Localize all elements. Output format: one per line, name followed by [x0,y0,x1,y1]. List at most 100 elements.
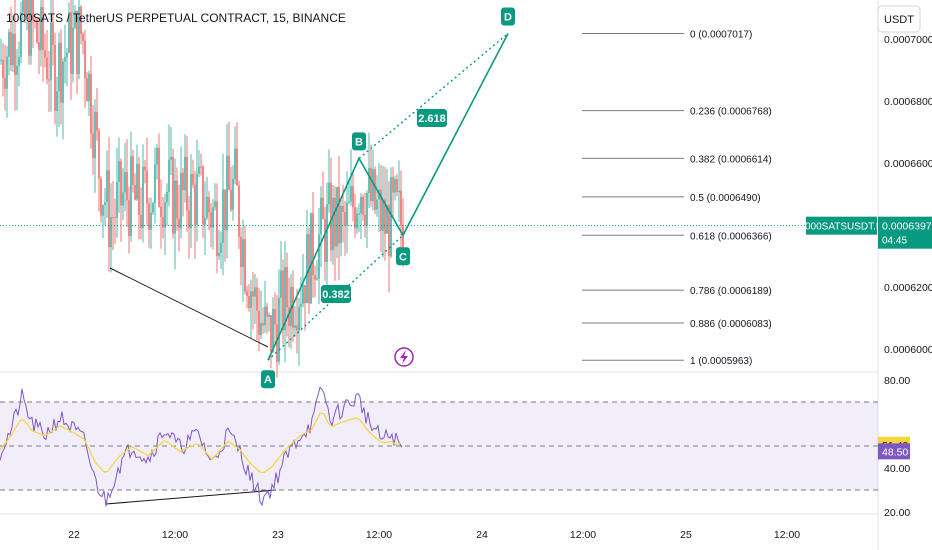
drawings[interactable]: A B C D 0.382 2.618 [0,7,878,505]
candle-body [48,79,50,81]
rsi-tick-label: 80.00 [884,375,910,387]
candle-body [184,156,186,191]
candle-body [192,173,194,185]
candle-body [318,234,320,279]
candle-body [284,267,286,331]
candle-body [306,234,308,304]
candle-body [42,7,44,51]
candle-body [28,0,30,56]
candle-body [98,130,100,179]
candle-body [372,169,374,202]
candle-body [374,169,376,210]
candle-body [90,73,92,134]
rsi-value-tag: 48.50 [878,443,910,460]
candle-body [124,171,126,193]
candle-body [0,59,2,61]
candle-body [176,180,178,219]
candle-body [204,217,206,225]
svg-text:04:45: 04:45 [882,236,907,247]
candle-body [138,163,140,215]
lightning-icon[interactable] [394,347,414,367]
candle-body [194,184,196,225]
candle-body [72,27,74,74]
candle-body [16,65,18,75]
candle-body [94,111,96,159]
candle-body [80,6,82,35]
candle-body [300,303,302,307]
point-label-b: B [352,132,366,151]
candle-body [118,161,120,183]
candle-body [128,200,130,236]
candle-body [84,41,86,79]
candle-body [44,50,46,58]
candle-body [226,155,228,231]
candle-body [364,214,366,226]
point-label-d: D [501,7,515,26]
fib-level-label: 0.5 (0.0006490) [690,193,761,204]
candle-body [188,210,190,229]
candle-body [106,170,108,203]
candle-body [60,42,62,103]
candle-body [54,44,56,112]
candle-body [230,189,232,210]
candle-body [322,197,324,219]
candle-body [210,212,212,228]
candle-body [148,203,150,230]
candle-body [142,166,144,228]
svg-text:0.382: 0.382 [322,289,350,301]
candle-body [360,197,362,214]
candle-body [104,202,106,206]
svg-text:48.50: 48.50 [882,446,908,458]
candle-body [224,189,226,231]
fib-level-label: 0 (0.0007017) [690,29,752,40]
candle-body [166,191,168,203]
candle-body [144,166,146,171]
candle-body [200,166,202,168]
candle-body [280,270,282,298]
candle-body [242,239,244,267]
fib-level-label: 0.236 (0.0006768) [690,107,772,118]
candle-body [18,56,20,66]
candle-body [190,173,192,229]
time-tick-label: 12:00 [774,529,800,541]
currency-button[interactable]: USDT [877,5,921,33]
rsi-band [0,402,878,490]
fib-retracement[interactable]: 0 (0.0007017) 0.236 (0.0006768) 0.382 (0.0… [582,29,772,367]
candle-body [108,170,110,248]
candle-body [362,197,364,215]
candle-body [398,190,400,192]
candle-body [2,59,4,78]
candle-body [22,0,24,13]
candle-body [178,218,180,229]
candle-body [96,111,98,131]
candle-body [236,148,238,186]
time-tick-label: 25 [680,529,692,541]
candle-body [8,31,10,57]
candle-body [350,186,352,202]
svg-text:B: B [355,136,363,148]
candle-body [254,287,256,297]
candle-body [26,0,28,18]
svg-text:D: D [504,11,512,23]
candle-body [10,31,12,66]
abcd-legs [267,33,509,361]
candle-body [348,201,350,203]
candle-body [292,286,294,328]
candle-body [100,178,102,216]
rsi-panel [0,386,878,507]
candle-body [136,163,138,200]
candle-body [260,322,262,335]
candle-body [20,12,22,57]
point-label-a: A [261,370,275,389]
candle-body [182,172,184,191]
candle-body [368,168,370,194]
candle-body [392,177,394,193]
candle-body [86,78,88,102]
candle-body [218,252,220,257]
fib-level-label: 0.618 (0.0006366) [690,231,772,242]
candle-body [272,308,274,352]
candle-body [158,147,160,207]
candle-body [304,285,306,304]
candle-body [366,193,368,226]
